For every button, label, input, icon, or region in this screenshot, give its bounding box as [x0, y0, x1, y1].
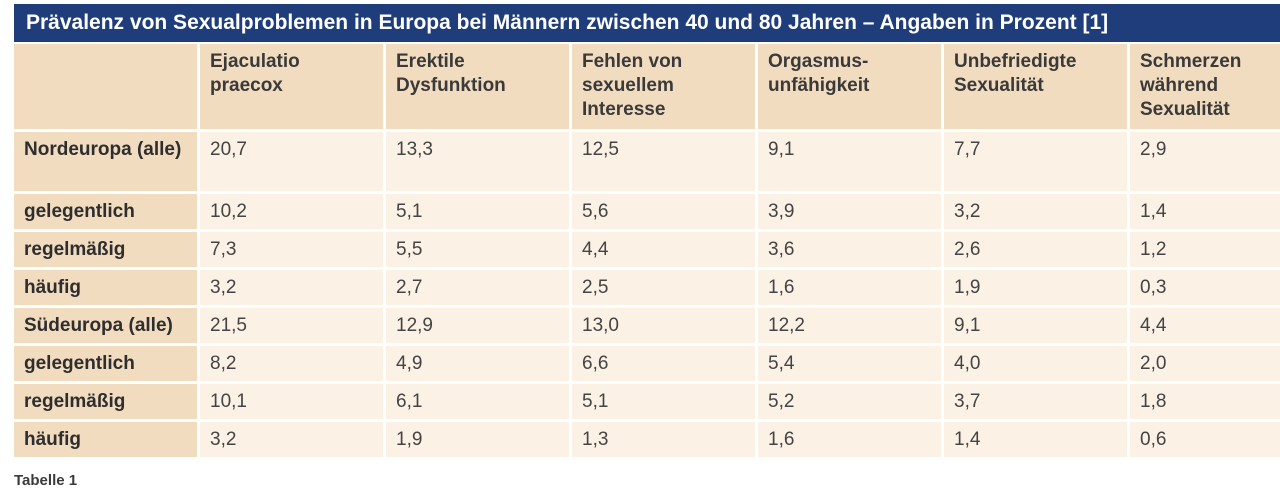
column-header: Orgasmus-unfähigkeit — [758, 44, 944, 132]
table-row: gelegentlich 10,2 5,1 5,6 3,9 3,2 1,4 — [14, 194, 1280, 232]
header-row: Ejaculatio praecox Erektile Dysfunktion … — [14, 44, 1280, 132]
table-title: Prävalenz von Sexualproblemen in Europa … — [14, 4, 1280, 42]
row-label: gelegentlich — [14, 346, 200, 384]
table-cell: 7,3 — [200, 232, 386, 270]
table-cell: 12,5 — [572, 132, 758, 194]
row-label: häufig — [14, 422, 200, 460]
table-cell: 5,4 — [758, 346, 944, 384]
table-cell: 12,9 — [386, 308, 572, 346]
table-row: Südeuropa (alle) 21,5 12,9 13,0 12,2 9,1 4,4 — [14, 308, 1280, 346]
prevalence-table: Ejaculatio praecox Erektile Dysfunktion … — [14, 44, 1280, 460]
table-cell: 13,0 — [572, 308, 758, 346]
row-label: regelmäßig — [14, 384, 200, 422]
table-cell: 6,1 — [386, 384, 572, 422]
table-cell: 10,2 — [200, 194, 386, 232]
column-header: Fehlen von sexuellem Interesse — [572, 44, 758, 132]
table-cell: 6,6 — [572, 346, 758, 384]
table-cell: 3,7 — [944, 384, 1130, 422]
table-cell: 5,5 — [386, 232, 572, 270]
column-header: Erektile Dysfunktion — [386, 44, 572, 132]
table-cell: 1,9 — [386, 422, 572, 460]
table-cell: 0,3 — [1130, 270, 1280, 308]
table-cell: 2,5 — [572, 270, 758, 308]
table-cell: 1,2 — [1130, 232, 1280, 270]
table-cell: 3,6 — [758, 232, 944, 270]
row-label: regelmäßig — [14, 232, 200, 270]
row-label: häufig — [14, 270, 200, 308]
table-row: regelmäßig 7,3 5,5 4,4 3,6 2,6 1,2 — [14, 232, 1280, 270]
table-cell: 1,9 — [944, 270, 1130, 308]
table-cell: 12,2 — [758, 308, 944, 346]
row-label: Südeuropa (alle) — [14, 308, 200, 346]
table-cell: 4,4 — [1130, 308, 1280, 346]
table-cell: 4,4 — [572, 232, 758, 270]
table-cell: 2,6 — [944, 232, 1130, 270]
table-cell: 5,1 — [386, 194, 572, 232]
row-label: gelegentlich — [14, 194, 200, 232]
table-cell: 5,2 — [758, 384, 944, 422]
table-cell: 7,7 — [944, 132, 1130, 194]
column-header-corner — [14, 44, 200, 132]
table-row: häufig 3,2 1,9 1,3 1,6 1,4 0,6 — [14, 422, 1280, 460]
row-label: Nordeuropa (alle) — [14, 132, 200, 194]
table-cell: 5,6 — [572, 194, 758, 232]
table-cell: 21,5 — [200, 308, 386, 346]
table-cell: 13,3 — [386, 132, 572, 194]
table-cell: 1,3 — [572, 422, 758, 460]
table-caption: Tabelle 1 — [14, 472, 78, 489]
table-cell: 5,1 — [572, 384, 758, 422]
table-cell: 3,9 — [758, 194, 944, 232]
table-cell: 3,2 — [200, 270, 386, 308]
column-header: Unbefriedigte Sexualität — [944, 44, 1130, 132]
table-cell: 2,0 — [1130, 346, 1280, 384]
table-cell: 1,4 — [944, 422, 1130, 460]
table-cell: 8,2 — [200, 346, 386, 384]
table-row: häufig 3,2 2,7 2,5 1,6 1,9 0,3 — [14, 270, 1280, 308]
table-cell: 9,1 — [758, 132, 944, 194]
table-cell: 4,0 — [944, 346, 1130, 384]
table-cell: 10,1 — [200, 384, 386, 422]
table-cell: 0,6 — [1130, 422, 1280, 460]
table-row: gelegentlich 8,2 4,9 6,6 5,4 4,0 2,0 — [14, 346, 1280, 384]
table-cell: 1,4 — [1130, 194, 1280, 232]
table-cell: 9,1 — [944, 308, 1130, 346]
table-cell: 3,2 — [944, 194, 1130, 232]
table-cell: 1,6 — [758, 422, 944, 460]
table-cell: 4,9 — [386, 346, 572, 384]
table-cell: 1,8 — [1130, 384, 1280, 422]
column-header: Schmerzen während Sexualität — [1130, 44, 1280, 132]
table-cell: 1,6 — [758, 270, 944, 308]
table-cell: 2,7 — [386, 270, 572, 308]
table-row: Nordeuropa (alle) 20,7 13,3 12,5 9,1 7,7 2,9 — [14, 132, 1280, 194]
column-header: Ejaculatio praecox — [200, 44, 386, 132]
table-cell: 3,2 — [200, 422, 386, 460]
table-cell: 20,7 — [200, 132, 386, 194]
table-cell: 2,9 — [1130, 132, 1280, 194]
table-row: regelmäßig 10,1 6,1 5,1 5,2 3,7 1,8 — [14, 384, 1280, 422]
